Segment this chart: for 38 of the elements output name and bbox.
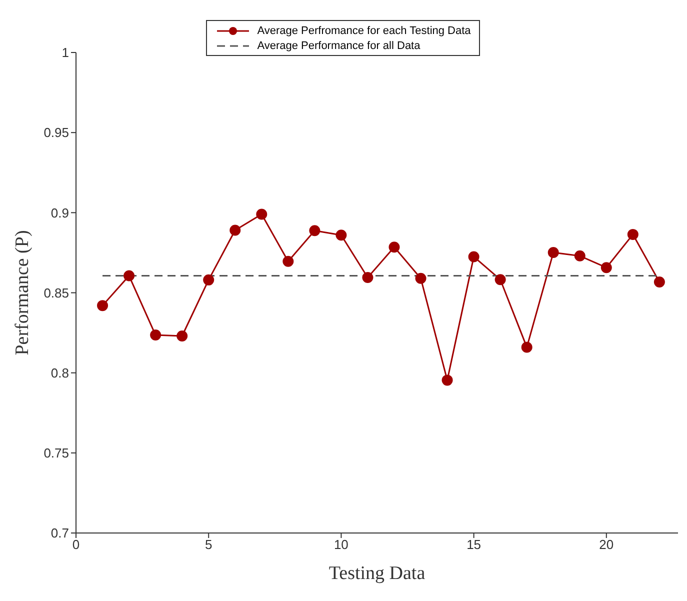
- point: [309, 225, 320, 236]
- point: [415, 272, 426, 284]
- y-tick-label: 0.75: [44, 446, 69, 461]
- x-axis-title: Testing Data: [328, 563, 426, 584]
- point: [256, 208, 268, 220]
- point: [150, 330, 162, 341]
- y-tick-label: 0.7: [50, 526, 69, 541]
- point: [494, 274, 506, 286]
- x-tick-label: 20: [599, 537, 614, 552]
- y-tick-label: 0.85: [44, 285, 69, 300]
- point: [203, 274, 214, 286]
- y-tick-label: 0.95: [44, 125, 69, 140]
- x-tick-label: 10: [334, 537, 348, 552]
- x-tick-label: 15: [466, 537, 482, 552]
- point: [336, 230, 347, 241]
- legend-label: Average Perfromance for each Testing Data: [257, 24, 471, 36]
- legend-label: Average Performance for all Data: [257, 40, 420, 52]
- y-tick-label: 1: [62, 45, 69, 60]
- point: [600, 262, 612, 274]
- y-tick-label: 0.8: [50, 365, 69, 380]
- point: [176, 330, 188, 342]
- point: [548, 247, 559, 258]
- x-tick-label: 0: [72, 537, 80, 552]
- point: [521, 342, 532, 353]
- y-tick-label: 0.9: [50, 205, 69, 220]
- point: [124, 270, 135, 282]
- point: [282, 256, 294, 267]
- point: [654, 276, 665, 288]
- point: [442, 374, 453, 386]
- point: [627, 228, 638, 240]
- x-tick-label: 5: [204, 537, 212, 552]
- point: [230, 224, 241, 236]
- point: [97, 300, 108, 312]
- point: [574, 250, 586, 262]
- point: [468, 251, 480, 262]
- point: [362, 272, 374, 284]
- point: [388, 242, 400, 253]
- y-axis-title: Performance (P): [12, 230, 33, 356]
